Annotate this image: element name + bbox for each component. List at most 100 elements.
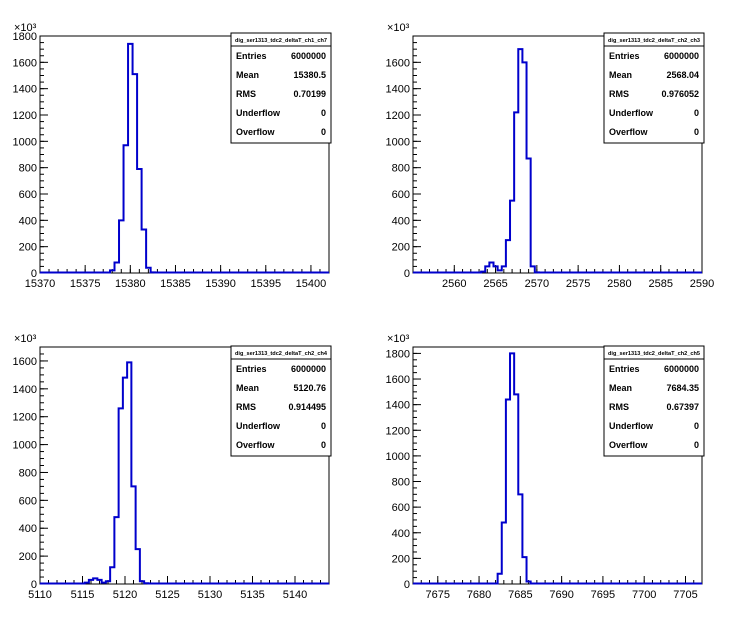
x-tick-label: 5140 [283,589,307,601]
histogram-bin [127,362,131,584]
histogram-outline [413,48,702,274]
stats-title: dig_ser1313_tdc2_deltaT_ch2_ch3 [608,38,700,44]
y-tick-label: 0 [404,579,410,591]
stats-value: 0.976052 [661,89,699,99]
y-tick-label: 1600 [386,57,410,69]
histogram-bin [119,408,123,584]
y-tick-label: 1000 [13,136,37,148]
y-tick-label: 1000 [386,451,410,463]
y-tick-label: 1800 [386,348,410,360]
histogram-bin [144,583,148,584]
histogram-bin [527,581,531,584]
histogram-panel-4: 0 200 400 600 800 1000 1200 1400 1600 1800 ×10³ 767… [386,333,705,601]
y-tick-label: 600 [19,495,37,507]
x-tick-label: 5110 [28,589,52,601]
x-tick-label: 7695 [591,589,615,601]
histogram-bin [142,230,147,273]
y-tick-label: 1200 [386,425,410,437]
y-exponent-label: ×10³ [14,333,37,345]
histogram-bin [502,266,506,273]
y-tick-label: 1600 [13,356,37,368]
histogram-panel-3: 0 200 400 600 800 1000 1200 1400 1600 ×10³ 5110 511… [13,333,332,601]
y-tick-label: 1200 [13,110,37,122]
x-tick-label: 15380 [115,278,146,290]
histogram-bin [106,581,110,584]
y-tick-label: 800 [19,467,37,479]
histogram-bin [123,378,127,584]
y-tick-label: 1400 [386,400,410,412]
histogram-bin [506,240,510,273]
y-tick-label: 200 [19,242,37,254]
x-tick-label: 2575 [566,278,590,290]
stats-label: Overflow [609,127,649,137]
x-tick-label: 7685 [508,589,532,601]
stats-label: RMS [609,402,629,412]
stats-value: 0.67397 [666,402,699,412]
x-tick-label: 5125 [155,589,179,601]
histogram-bin [489,262,493,273]
y-tick-label: 1400 [13,84,37,96]
histogram-bin [527,158,531,273]
histogram-bin [506,400,510,584]
stats-value: 0 [321,440,326,450]
histogram-bin [93,578,97,584]
stats-title: dig_ser1313_tdc2_deltaT_ch2_ch4 [235,351,328,357]
stats-label: Underflow [609,108,654,118]
stats-value: 0 [321,421,326,431]
stats-value: 7684.35 [666,383,699,393]
stats-label: RMS [236,89,256,99]
x-tick-label: 7675 [426,589,450,601]
y-exponent-label: ×10³ [387,22,410,34]
stats-box [603,32,705,144]
histogram-bin [481,272,485,273]
y-tick-label: 0 [31,579,37,591]
stats-box [230,345,332,457]
histogram-bin [85,583,89,584]
x-tick-label: 2565 [483,278,507,290]
x-tick-label: 15385 [160,278,191,290]
x-tick-label: 15400 [296,278,327,290]
histogram-outline [40,361,329,585]
y-tick-label: 0 [31,268,37,280]
y-tick-label: 800 [392,477,410,489]
histogram-bin [110,567,114,584]
histogram-bin [535,272,539,273]
x-tick-label: 2570 [525,278,549,290]
y-tick-label: 1200 [13,412,37,424]
stats-value: 5120.76 [293,383,326,393]
stats-title: dig_ser1313_tdc2_deltaT_ch2_ch5 [608,351,700,357]
stats-label: Overflow [236,127,276,137]
y-tick-label: 400 [392,528,410,540]
y-exponent-label: ×10³ [387,333,410,345]
stats-value: 0 [694,440,699,450]
y-tick-label: 200 [392,242,410,254]
stats-value: 0 [694,108,699,118]
histogram-bin [510,353,514,584]
stats-label: Overflow [236,440,276,450]
histogram-bin [114,517,118,584]
stats-label: Entries [236,364,267,374]
histogram-bin [102,583,106,584]
y-tick-label: 1600 [13,57,37,69]
x-tick-label: 2585 [648,278,672,290]
histogram-bin [115,262,120,273]
stats-box [230,32,332,144]
stats-label: Underflow [236,108,281,118]
stats-value: 2568.04 [666,70,699,80]
histogram-bin [514,394,518,584]
x-tick-label: 5130 [198,589,222,601]
stats-value: 0 [694,421,699,431]
histogram-bin [131,486,135,584]
histogram-bin [510,201,514,273]
stats-label: Underflow [236,421,281,431]
stats-label: RMS [609,89,629,99]
x-tick-label: 2590 [690,278,714,290]
x-tick-label: 15390 [205,278,236,290]
histogram-bin [140,581,144,584]
stats-label: Overflow [609,440,649,450]
histogram-bin [124,145,129,273]
x-tick-label: 7690 [549,589,573,601]
x-tick-label: 15370 [25,278,56,290]
y-tick-label: 1600 [386,374,410,386]
stats-label: Mean [236,70,259,80]
